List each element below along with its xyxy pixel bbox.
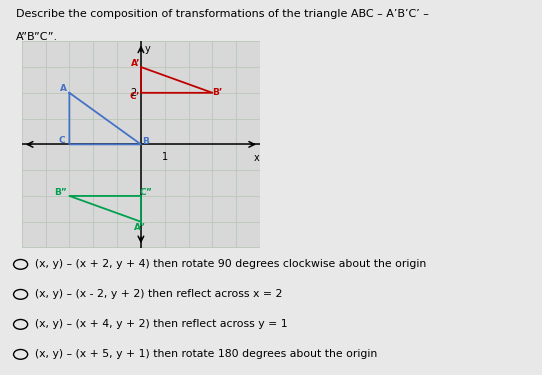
- Text: C: C: [59, 136, 66, 145]
- Text: (x, y) – (x + 4, y + 2) then reflect across y = 1: (x, y) – (x + 4, y + 2) then reflect acr…: [35, 320, 288, 329]
- Text: C”: C”: [140, 188, 153, 197]
- Text: (x, y) – (x + 2, y + 4) then rotate 90 degrees clockwise about the origin: (x, y) – (x + 2, y + 4) then rotate 90 d…: [35, 260, 427, 269]
- Text: A’: A’: [131, 58, 140, 68]
- Text: (x, y) – (x - 2, y + 2) then reflect across x = 2: (x, y) – (x - 2, y + 2) then reflect acr…: [35, 290, 282, 299]
- Text: y: y: [145, 44, 150, 54]
- Text: 1: 1: [162, 152, 168, 162]
- Text: 2: 2: [131, 88, 137, 98]
- Text: x: x: [254, 153, 260, 163]
- Text: B’: B’: [212, 88, 223, 97]
- Text: (x, y) – (x + 5, y + 1) then rotate 180 degrees about the origin: (x, y) – (x + 5, y + 1) then rotate 180 …: [35, 350, 377, 359]
- Text: C’: C’: [129, 92, 139, 101]
- Text: A: A: [60, 84, 67, 93]
- Text: B”: B”: [54, 188, 67, 196]
- Text: A”: A”: [134, 223, 146, 232]
- Text: B: B: [142, 137, 149, 146]
- Text: A”B”C”.: A”B”C”.: [16, 32, 59, 42]
- Text: Describe the composition of transformations of the triangle ABC – A’B’C’ –: Describe the composition of transformati…: [16, 9, 429, 20]
